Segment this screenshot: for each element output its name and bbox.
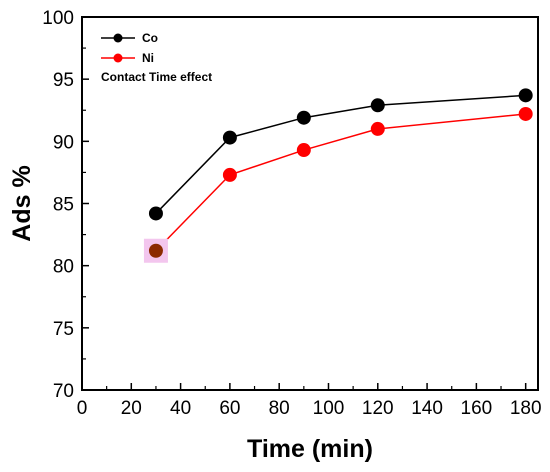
y-axis: 70 75 80 85 90 95 100 [42, 8, 89, 402]
x-axis: 0 20 40 60 80 100 120 140 160 180 [77, 383, 542, 419]
y-tick-label: 90 [53, 132, 74, 153]
data-point-ni [518, 106, 533, 121]
x-tick-label: 160 [461, 398, 493, 419]
series-line-co [155, 94, 526, 214]
x-tick-label: 60 [219, 398, 240, 419]
x-tick-label: 120 [362, 398, 394, 419]
x-tick-label: 100 [313, 398, 345, 419]
x-axis-title: Time (min) [247, 435, 373, 463]
y-tick-label: 70 [53, 381, 74, 402]
x-tick-label: 0 [77, 398, 88, 419]
data-point-co [370, 98, 385, 113]
data-point-co [222, 130, 237, 145]
y-tick-label: 100 [42, 8, 74, 29]
y-axis-title: Ads % [8, 165, 36, 241]
legend-marker-ni [113, 53, 123, 63]
y-tick-label: 75 [53, 319, 74, 340]
y-tick-label: 95 [53, 70, 74, 91]
data-point-ni [296, 143, 311, 158]
chart-annotation: Contact Time effect [101, 70, 212, 84]
data-point-co [296, 110, 311, 125]
legend: Co Ni [101, 31, 158, 65]
y-tick-label: 80 [53, 257, 74, 278]
y-tick-label: 85 [53, 195, 74, 216]
x-tick-label: 80 [269, 398, 290, 419]
series-line-ni [155, 113, 526, 252]
x-tick-label: 20 [121, 398, 142, 419]
legend-marker-co [113, 33, 123, 43]
legend-label-co: Co [142, 31, 158, 45]
data-point-co [518, 88, 533, 103]
data-point-ni [222, 167, 237, 182]
data-point-ni [370, 121, 385, 136]
data-point-ni [148, 243, 163, 258]
x-tick-label: 180 [510, 398, 542, 419]
series-layer [143, 88, 533, 263]
x-tick-label: 40 [170, 398, 191, 419]
legend-label-ni: Ni [142, 51, 154, 65]
x-tick-label: 140 [411, 398, 443, 419]
data-point-co [148, 206, 163, 221]
